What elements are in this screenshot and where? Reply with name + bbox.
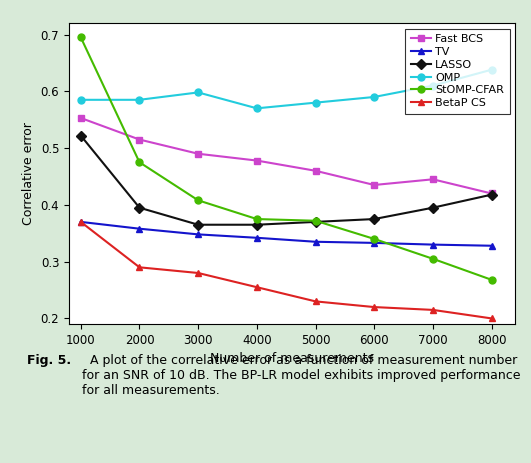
OMP bbox=[136, 97, 143, 103]
LASSO bbox=[312, 219, 319, 225]
OMP bbox=[312, 100, 319, 106]
TV bbox=[312, 239, 319, 244]
BetaP CS bbox=[371, 304, 378, 310]
Line: BetaP CS: BetaP CS bbox=[78, 219, 495, 322]
Y-axis label: Correlative error: Correlative error bbox=[22, 122, 35, 225]
LASSO bbox=[254, 222, 260, 227]
TV bbox=[78, 219, 84, 225]
StOMP-CFAR bbox=[78, 35, 84, 40]
StOMP-CFAR bbox=[430, 256, 436, 262]
BetaP CS bbox=[78, 219, 84, 225]
StOMP-CFAR bbox=[136, 159, 143, 165]
OMP bbox=[430, 83, 436, 88]
BetaP CS bbox=[489, 316, 495, 321]
OMP bbox=[195, 90, 201, 95]
TV bbox=[430, 242, 436, 247]
LASSO bbox=[136, 205, 143, 211]
OMP bbox=[78, 97, 84, 103]
Line: StOMP-CFAR: StOMP-CFAR bbox=[78, 34, 495, 283]
X-axis label: Number of measurements: Number of measurements bbox=[210, 352, 374, 365]
OMP bbox=[371, 94, 378, 100]
Fast BCS bbox=[254, 158, 260, 163]
StOMP-CFAR bbox=[195, 198, 201, 203]
StOMP-CFAR bbox=[489, 277, 495, 282]
LASSO bbox=[78, 133, 84, 138]
BetaP CS bbox=[430, 307, 436, 313]
BetaP CS bbox=[312, 299, 319, 304]
BetaP CS bbox=[136, 264, 143, 270]
Fast BCS bbox=[78, 115, 84, 121]
Line: LASSO: LASSO bbox=[78, 132, 495, 228]
LASSO bbox=[371, 216, 378, 222]
Fast BCS bbox=[312, 168, 319, 174]
Fast BCS bbox=[136, 137, 143, 142]
Fast BCS bbox=[371, 182, 378, 188]
BetaP CS bbox=[254, 284, 260, 290]
Line: Fast BCS: Fast BCS bbox=[78, 114, 495, 197]
TV bbox=[371, 240, 378, 246]
Line: TV: TV bbox=[78, 219, 495, 249]
Text: Fig. 5.: Fig. 5. bbox=[27, 354, 71, 367]
Fast BCS bbox=[489, 191, 495, 196]
LASSO bbox=[489, 192, 495, 197]
OMP bbox=[489, 67, 495, 73]
TV bbox=[136, 226, 143, 232]
Legend: Fast BCS, TV, LASSO, OMP, StOMP-CFAR, BetaP CS: Fast BCS, TV, LASSO, OMP, StOMP-CFAR, Be… bbox=[405, 29, 510, 114]
TV bbox=[254, 235, 260, 241]
TV bbox=[195, 232, 201, 237]
Fast BCS bbox=[430, 176, 436, 182]
Text: A plot of the correlative error as a function of measurement number for an SNR o: A plot of the correlative error as a fun… bbox=[82, 354, 521, 397]
StOMP-CFAR bbox=[312, 218, 319, 224]
StOMP-CFAR bbox=[254, 216, 260, 222]
Fast BCS bbox=[195, 151, 201, 156]
StOMP-CFAR bbox=[371, 236, 378, 242]
BetaP CS bbox=[195, 270, 201, 276]
LASSO bbox=[430, 205, 436, 211]
LASSO bbox=[195, 222, 201, 227]
TV bbox=[489, 243, 495, 249]
OMP bbox=[254, 106, 260, 111]
Line: OMP: OMP bbox=[78, 66, 495, 112]
